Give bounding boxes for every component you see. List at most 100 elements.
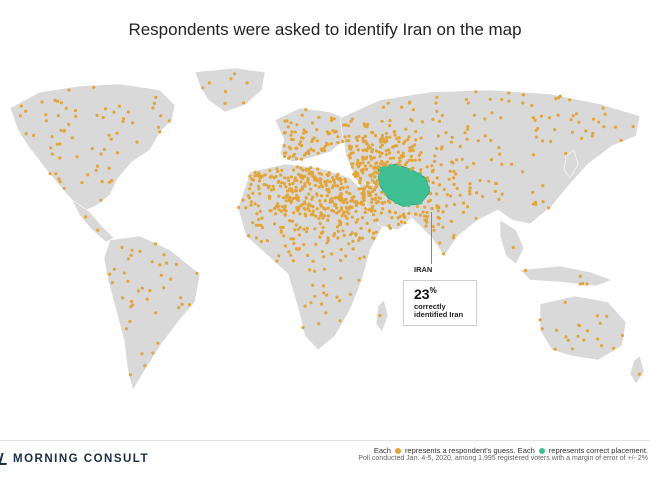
guess-dot [100,180,104,184]
guess-dot [247,234,251,238]
guess-dot [354,170,358,174]
guess-dot [376,200,380,204]
guess-dot [156,125,161,129]
guess-dot [564,335,568,339]
correct-dot [395,170,399,174]
guess-dot [581,282,585,286]
guess-dot [315,139,319,143]
guess-dot [524,268,528,272]
guess-dot [365,221,369,225]
guess-dot [378,145,383,149]
guess-dot [162,253,166,257]
correct-dot [385,172,389,176]
guess-dot [258,209,262,213]
guess-dot [357,134,361,139]
guess-dot [437,183,442,187]
guess-dot [289,147,293,151]
guess-dot [350,165,354,169]
guess-dot [413,158,417,162]
guess-dot [295,165,299,169]
guess-dot [107,133,111,137]
guess-dot [305,226,309,230]
guess-dot [48,172,52,176]
guess-dot [335,225,339,229]
guess-dot [254,223,258,227]
guess-dot [333,130,337,134]
guess-dot [403,139,407,143]
guess-dot [372,231,376,235]
guess-dot [165,261,169,265]
guess-dot [293,130,297,134]
guess-dot [380,159,384,164]
guess-dot [363,210,367,215]
guess-dot [158,263,162,267]
guess-dot [331,176,335,180]
guess-dot [317,322,321,326]
guess-dot [140,286,144,290]
guess-dot [293,228,297,232]
guess-dot [115,131,119,135]
guess-dot [360,236,365,240]
guess-dot [180,302,184,306]
guess-dot [382,162,387,166]
guess-dot [541,184,545,188]
correct-dot [404,170,408,174]
guess-dot [385,135,389,139]
guess-dot [452,176,456,180]
guess-dot [299,180,303,184]
guess-dot [277,204,281,208]
guess-dot [373,197,377,201]
guess-dot [407,135,411,139]
guess-dot [365,125,369,129]
guess-dot [130,248,134,252]
guess-dot [169,277,173,281]
north-america-landmass [9,83,176,211]
guess-dot [357,278,361,282]
guess-dot [392,130,396,134]
guess-dot [600,344,604,348]
guess-dot [404,127,408,131]
guess-dot [346,124,351,128]
guess-dot [56,99,60,103]
guess-dot [290,199,294,203]
guess-dot [109,137,113,141]
correct-dot [382,166,386,171]
guess-dot [374,193,378,197]
guess-dot [434,101,438,105]
guess-dot [308,182,312,186]
guess-dot [547,206,551,210]
guess-dot [336,229,340,233]
correct-dot [413,185,417,189]
correct-dot [394,164,398,168]
guess-dot [620,333,625,338]
guess-dot [291,154,296,158]
guess-dot [418,213,422,217]
guess-dot [276,169,280,174]
guess-dot [307,192,311,196]
guess-dot [304,130,308,134]
guess-dot [384,149,388,153]
guess-dot [325,130,329,134]
guess-dot [128,319,132,324]
correct-dot [392,167,396,171]
guess-dot [411,108,415,112]
guess-dot [229,77,233,81]
guess-dot [631,124,635,129]
guess-dot [396,150,400,154]
guess-dot [461,210,465,214]
guess-dot [531,116,535,120]
guess-dot [361,171,365,175]
guess-dot [345,190,349,194]
guess-dot [145,297,149,301]
guess-dot [241,198,245,202]
guess-dot [335,174,339,178]
guess-dot [362,193,366,197]
guess-dot [440,145,444,149]
guess-dot [339,222,343,227]
correct-dot [403,203,407,208]
correct-dot [407,203,411,207]
guess-dot [53,98,57,102]
guess-dot [151,351,155,355]
guess-dot [257,171,261,175]
guess-dot [349,151,353,155]
